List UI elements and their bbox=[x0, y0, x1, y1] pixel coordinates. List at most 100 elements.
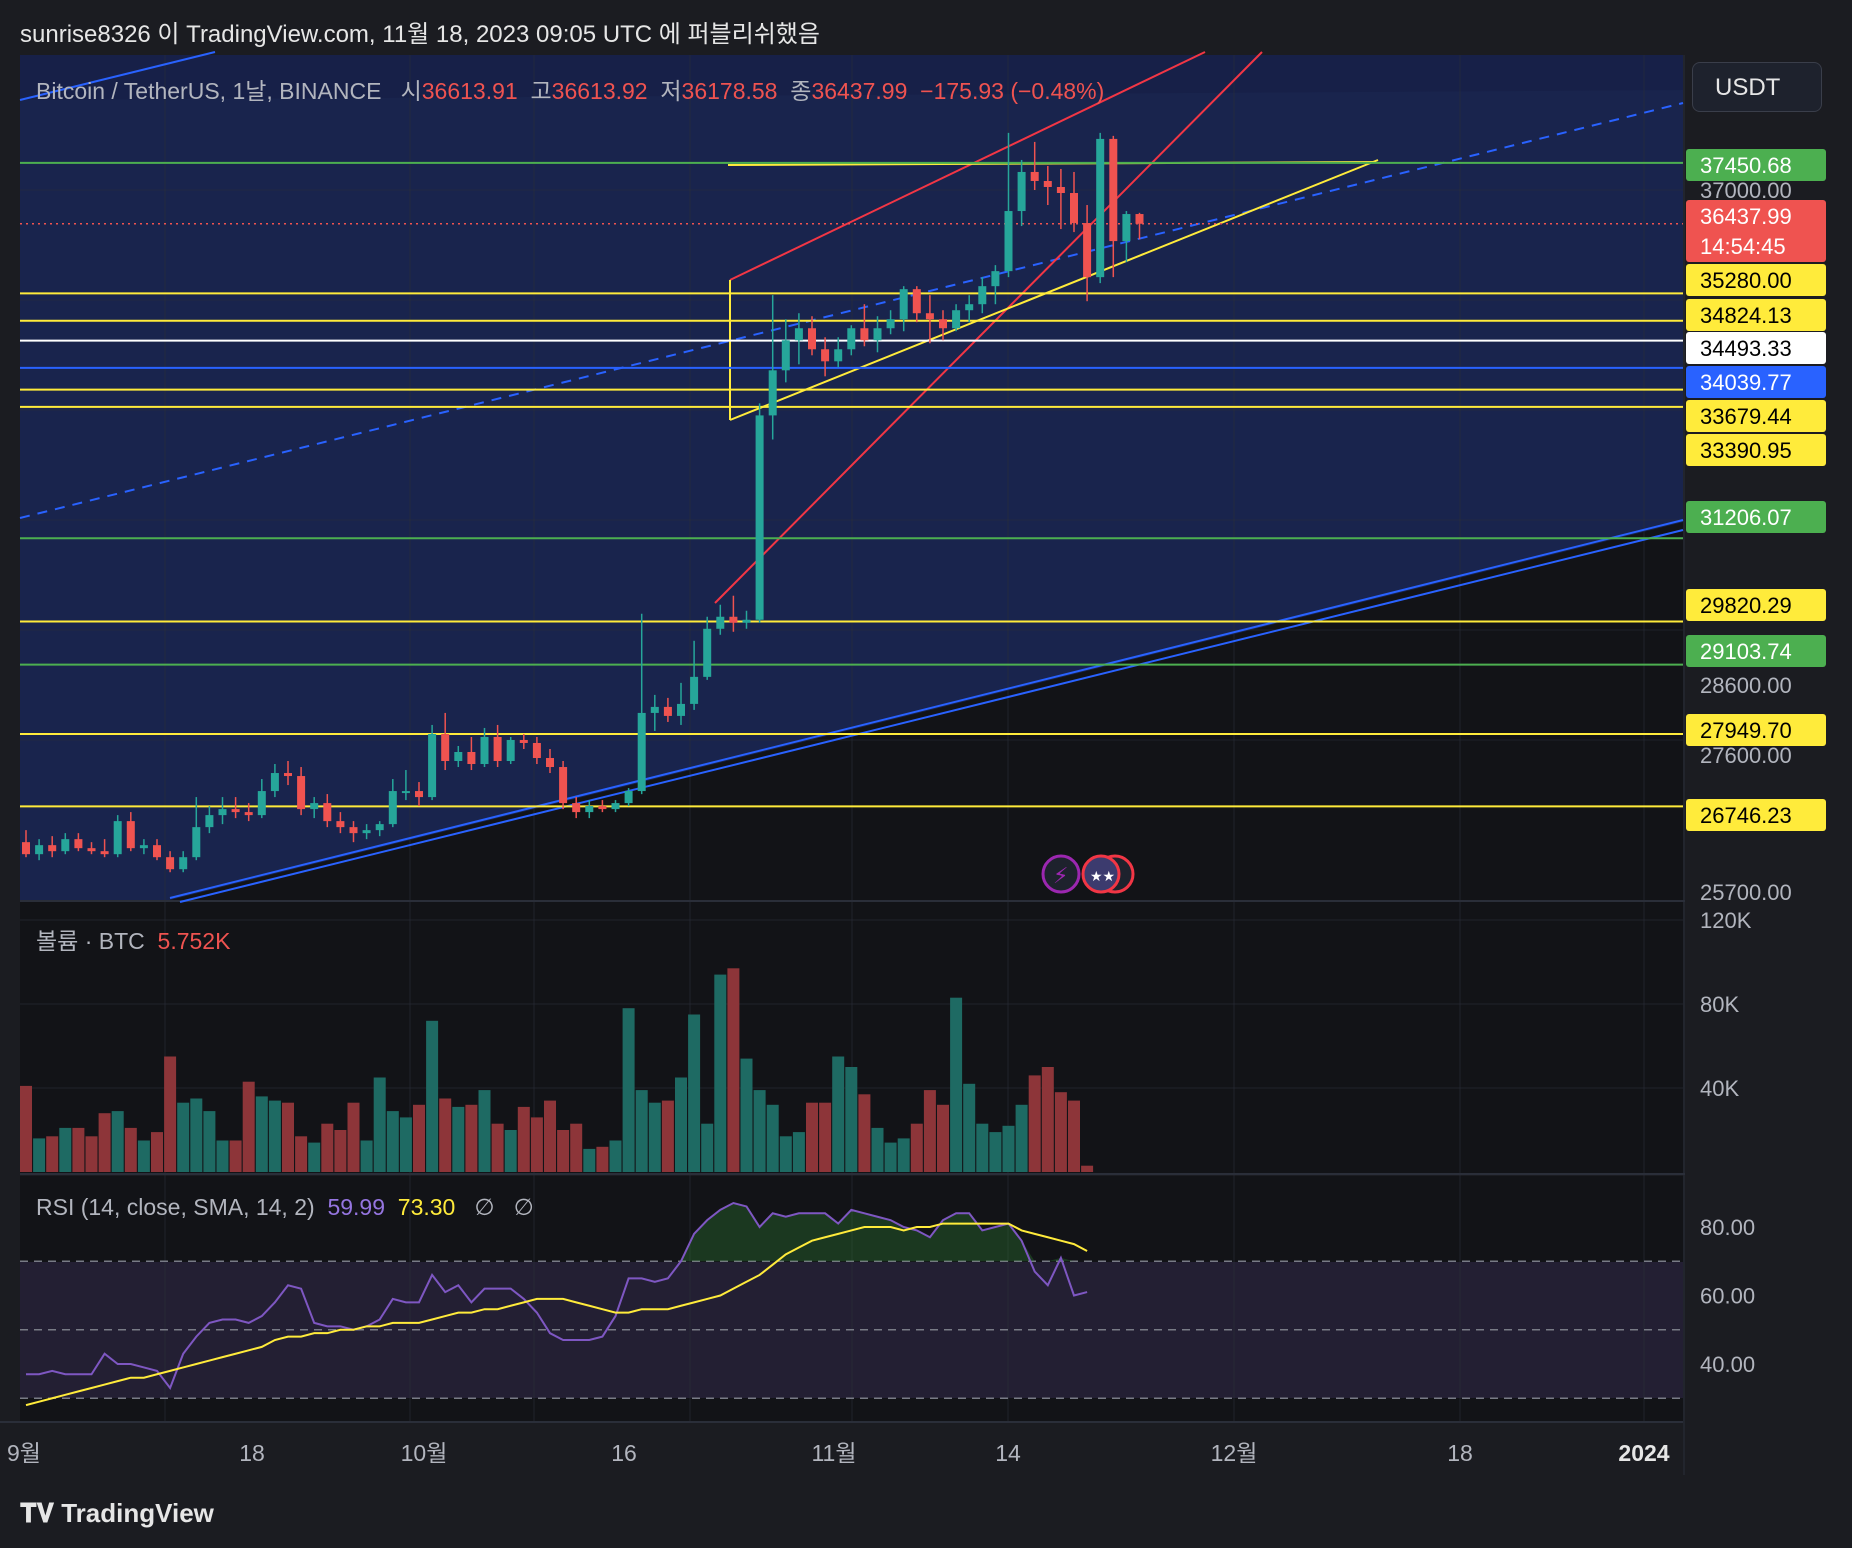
volume-tick-label: 80K bbox=[1700, 992, 1739, 1017]
flash-glyph-icon: ⚡ bbox=[1053, 864, 1068, 889]
volume-bar bbox=[137, 1140, 150, 1172]
volume-bar bbox=[661, 1100, 674, 1172]
candle-body bbox=[1017, 171, 1026, 212]
candle-body bbox=[428, 733, 437, 798]
price-label-box bbox=[1686, 332, 1826, 364]
volume-bar bbox=[963, 1083, 976, 1172]
volume-bar bbox=[216, 1140, 229, 1172]
candle-body bbox=[1083, 223, 1092, 278]
time-tick-label: 10월 bbox=[401, 1440, 448, 1466]
candle-body bbox=[677, 703, 685, 716]
low-value: 36178.58 bbox=[681, 78, 778, 104]
volume-bar bbox=[255, 1096, 268, 1172]
candle-body bbox=[847, 328, 856, 350]
price-tick-label: 27600.00 bbox=[1700, 743, 1792, 768]
candle-body bbox=[1096, 138, 1105, 278]
change-value: −175.93 (−0.48%) bbox=[920, 78, 1105, 104]
candle-body bbox=[244, 812, 253, 816]
price-label-box bbox=[1686, 299, 1826, 331]
volume-bar bbox=[648, 1102, 661, 1172]
price-label-text: 33679.44 bbox=[1700, 404, 1792, 429]
volume-bar bbox=[871, 1127, 884, 1172]
rsi-label[interactable]: RSI (14, close, SMA, 14, 2) bbox=[36, 1194, 315, 1220]
volume-bar bbox=[46, 1136, 59, 1172]
candle-body bbox=[1122, 214, 1131, 242]
candle-body bbox=[454, 751, 463, 762]
volume-bar bbox=[845, 1067, 858, 1172]
volume-bar bbox=[766, 1104, 779, 1172]
low-label: 저 bbox=[660, 78, 682, 104]
event-icons[interactable]: ⚡ ★★ bbox=[1041, 854, 1135, 894]
volume-label[interactable]: 볼륨 · BTC bbox=[36, 928, 145, 954]
channel-lower-line-1 bbox=[169, 519, 1684, 899]
us-flag-icon bbox=[1081, 854, 1121, 894]
rsi-tick-label: 80.00 bbox=[1700, 1215, 1755, 1240]
volume-bar bbox=[792, 1132, 805, 1172]
volume-bar bbox=[20, 1085, 32, 1172]
dashed-blue-line bbox=[19, 102, 1684, 519]
candle-body bbox=[388, 791, 397, 825]
volume-bar bbox=[124, 1127, 137, 1172]
price-label-box bbox=[1686, 200, 1826, 262]
candle-body bbox=[48, 845, 57, 852]
open-label: 시 bbox=[400, 78, 422, 104]
candle-body bbox=[310, 803, 319, 810]
rsi-overbought-fill bbox=[26, 1203, 1088, 1262]
yellow-rising-line bbox=[729, 159, 1379, 421]
rsi-sma-line bbox=[25, 1222, 1088, 1407]
candle-body bbox=[113, 821, 122, 855]
candle-body bbox=[1056, 186, 1065, 194]
volume-bar bbox=[937, 1104, 949, 1172]
price-label-box bbox=[1686, 799, 1826, 831]
rsi-na-1: ∅ bbox=[474, 1194, 495, 1220]
candle-body bbox=[297, 776, 306, 810]
volume-bar bbox=[1028, 1075, 1041, 1172]
price-axis[interactable]: 37000.00 28600.00 27600.00 25700.00 37450.68… bbox=[1686, 149, 1826, 1377]
tradingview-logo[interactable]: 𝐓𝐕 TradingView bbox=[20, 1498, 214, 1530]
candle-body bbox=[952, 310, 961, 329]
flag-stars-glyph-icon: ★★ bbox=[1090, 869, 1115, 885]
price-label-box bbox=[1686, 366, 1826, 398]
symbol-name[interactable]: Bitcoin / TetherUS, 1날, BINANCE bbox=[36, 78, 382, 104]
candle-body bbox=[939, 319, 947, 329]
candle-body bbox=[192, 827, 201, 858]
footer-brand: TradingView bbox=[61, 1498, 214, 1528]
price-label-box bbox=[1686, 589, 1826, 621]
candle-body bbox=[284, 773, 292, 777]
red-line-upper bbox=[729, 51, 1206, 281]
time-tick-label: 11월 bbox=[811, 1440, 856, 1466]
candle-body bbox=[650, 706, 659, 713]
price-label-box bbox=[1686, 149, 1826, 181]
candle-body bbox=[821, 349, 830, 362]
price-label-text: 34493.33 bbox=[1700, 336, 1792, 361]
candle-body bbox=[323, 803, 332, 822]
candle-body bbox=[690, 676, 699, 704]
candle-body bbox=[663, 706, 672, 716]
price-label-box bbox=[1686, 434, 1826, 466]
candle-body bbox=[781, 340, 790, 371]
currency-button[interactable]: USDT bbox=[1692, 62, 1822, 112]
candle-body bbox=[860, 328, 869, 341]
candle-body bbox=[231, 809, 240, 813]
time-tick-label: 18 bbox=[239, 1440, 265, 1466]
rsi-lines bbox=[20, 1201, 1683, 1407]
volume-bar bbox=[59, 1127, 72, 1172]
volume-bar bbox=[675, 1077, 687, 1172]
volume-bar bbox=[373, 1077, 386, 1172]
publish-header: sunrise8326 이 TradingView.com, 11월 18, 2… bbox=[20, 21, 820, 48]
volume-bar bbox=[701, 1123, 714, 1172]
close-value: 36437.99 bbox=[811, 78, 908, 104]
volume-bar bbox=[557, 1130, 570, 1172]
open-value: 36613.91 bbox=[421, 78, 518, 104]
candle-body bbox=[35, 845, 44, 855]
candle-body bbox=[1135, 214, 1144, 224]
candles bbox=[22, 132, 1144, 873]
time-axis[interactable]: 9월 18 10월 16 11월 14 12월 18 2024 bbox=[0, 1421, 1683, 1466]
candle-body bbox=[139, 845, 148, 849]
volume-bar bbox=[950, 997, 963, 1172]
candle-body bbox=[559, 767, 568, 804]
candle-body bbox=[218, 809, 227, 816]
volume-bar bbox=[478, 1090, 491, 1172]
candle-body bbox=[375, 824, 384, 831]
